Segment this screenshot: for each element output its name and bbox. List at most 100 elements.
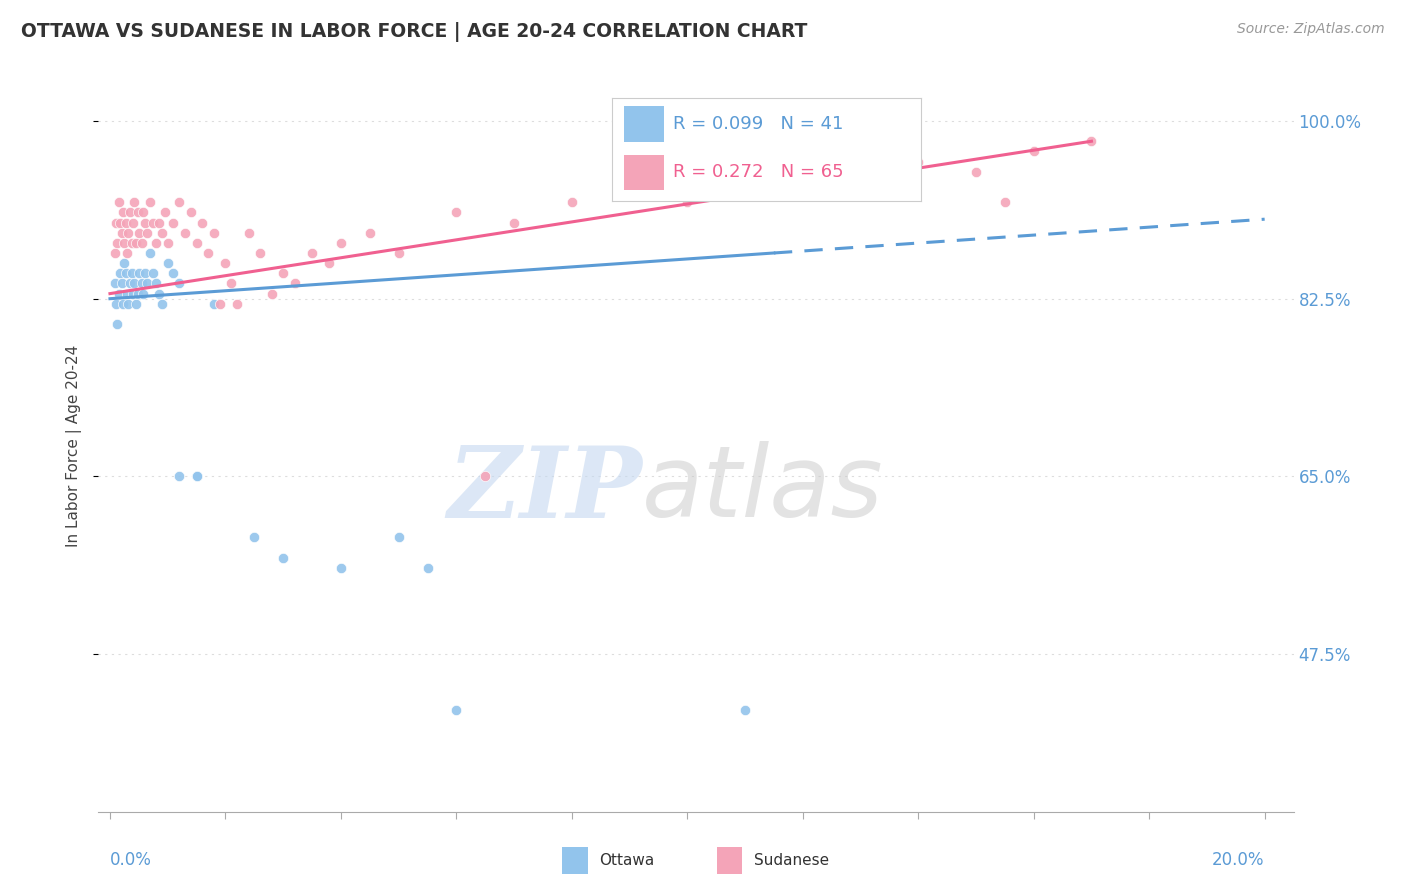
Point <box>110 215 132 229</box>
Point <box>125 297 148 311</box>
Point <box>249 246 271 260</box>
Point <box>167 195 190 210</box>
Point <box>301 246 323 260</box>
Point <box>103 277 125 291</box>
Point <box>122 215 145 229</box>
Point <box>136 226 159 240</box>
Point <box>127 286 149 301</box>
Point <box>121 235 143 250</box>
Point <box>150 297 173 311</box>
Point <box>619 185 641 199</box>
Point <box>167 277 190 291</box>
Point <box>156 235 179 250</box>
Point <box>128 266 150 280</box>
Point <box>145 277 167 291</box>
Point <box>107 286 129 301</box>
Point <box>243 530 266 544</box>
Point <box>110 226 132 240</box>
Point <box>167 469 190 483</box>
Point <box>107 195 129 210</box>
Point <box>162 215 184 229</box>
Point <box>214 256 236 270</box>
Point <box>446 205 468 219</box>
Point <box>238 226 260 240</box>
Point <box>388 246 411 260</box>
Point <box>145 235 167 250</box>
Point <box>121 266 143 280</box>
Point <box>734 703 756 717</box>
Point <box>117 226 139 240</box>
Point <box>136 277 159 291</box>
Point <box>132 205 155 219</box>
Point <box>120 205 142 219</box>
Point <box>117 286 139 301</box>
Text: 0.0%: 0.0% <box>110 851 152 869</box>
Point <box>329 235 352 250</box>
Point <box>110 277 132 291</box>
Text: atlas: atlas <box>643 442 884 539</box>
Point <box>115 266 138 280</box>
Point <box>359 226 381 240</box>
Point <box>180 205 202 219</box>
Y-axis label: In Labor Force | Age 20-24: In Labor Force | Age 20-24 <box>66 345 83 547</box>
Point <box>105 317 128 331</box>
Point <box>208 297 231 311</box>
Point <box>186 469 208 483</box>
Point <box>122 195 145 210</box>
Point <box>284 277 307 291</box>
Point <box>148 215 170 229</box>
Text: ZIP: ZIP <box>447 442 643 538</box>
Point <box>388 530 411 544</box>
Point <box>131 277 153 291</box>
Text: Source: ZipAtlas.com: Source: ZipAtlas.com <box>1237 22 1385 37</box>
Point <box>676 195 699 210</box>
Point <box>125 235 148 250</box>
Point <box>156 256 179 270</box>
Point <box>226 297 249 311</box>
Point <box>965 164 987 178</box>
Text: R = 0.272   N = 65: R = 0.272 N = 65 <box>673 163 844 181</box>
Point <box>191 215 214 229</box>
Point <box>416 561 439 575</box>
Point <box>186 469 208 483</box>
Point <box>111 297 134 311</box>
Point <box>734 175 756 189</box>
Text: 20.0%: 20.0% <box>1212 851 1264 869</box>
Point <box>907 154 929 169</box>
Point <box>120 277 142 291</box>
Point <box>104 215 127 229</box>
Point <box>186 235 208 250</box>
Point <box>153 205 176 219</box>
Point <box>792 164 814 178</box>
Point <box>117 297 139 311</box>
Point <box>561 195 583 210</box>
Point <box>474 469 496 483</box>
Point <box>150 226 173 240</box>
Point <box>1022 145 1045 159</box>
Point <box>318 256 340 270</box>
Point <box>446 703 468 717</box>
Point <box>174 226 197 240</box>
Text: Sudanese: Sudanese <box>754 854 828 868</box>
Point <box>849 175 872 189</box>
Point <box>162 266 184 280</box>
Text: Ottawa: Ottawa <box>599 854 654 868</box>
Point <box>202 226 225 240</box>
Point <box>1080 134 1102 148</box>
Text: R = 0.099   N = 41: R = 0.099 N = 41 <box>673 115 844 133</box>
Point <box>260 286 283 301</box>
Point <box>202 297 225 311</box>
Text: OTTAWA VS SUDANESE IN LABOR FORCE | AGE 20-24 CORRELATION CHART: OTTAWA VS SUDANESE IN LABOR FORCE | AGE … <box>21 22 807 42</box>
Point <box>104 297 127 311</box>
FancyBboxPatch shape <box>624 106 664 142</box>
Point <box>111 205 134 219</box>
Point <box>219 277 242 291</box>
Point <box>128 226 150 240</box>
Point <box>122 277 145 291</box>
Point <box>105 235 128 250</box>
Point <box>994 195 1017 210</box>
Point <box>271 550 294 565</box>
Point <box>197 246 219 260</box>
Point <box>103 246 125 260</box>
Point <box>122 286 145 301</box>
